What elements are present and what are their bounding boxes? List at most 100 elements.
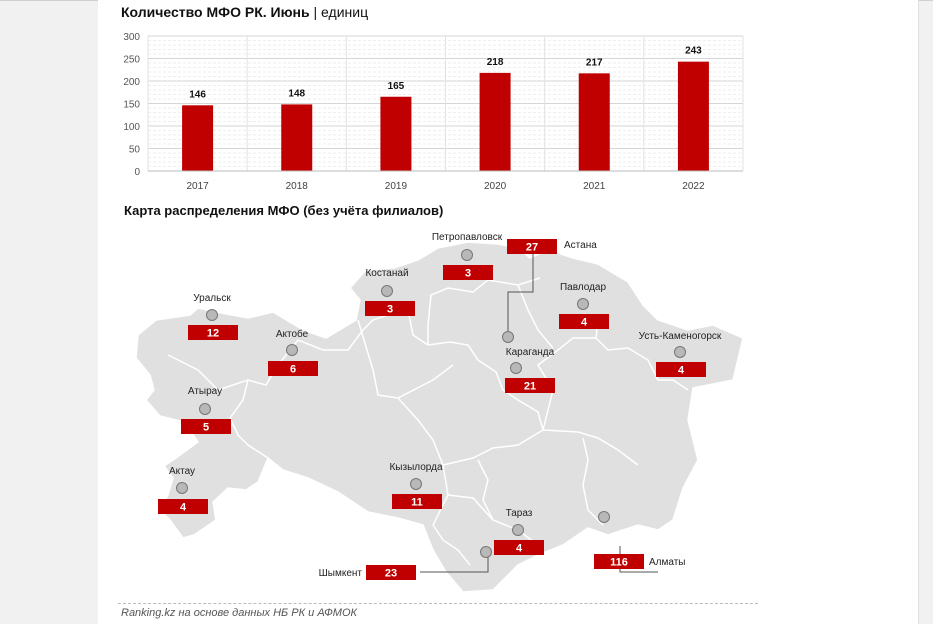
bar-chart: 0 50 100 150 200 250 300 146 2017 148 2018 165 2019 2… — [123, 32, 744, 192]
city-marker-6: Астана 27 — [507, 239, 597, 254]
city-dot — [510, 362, 522, 374]
count-label: 4 — [516, 543, 523, 555]
city-name: Актобе — [276, 328, 309, 340]
city-marker-0: Уральск 12 — [188, 293, 238, 340]
city-name: Павлодар — [560, 282, 607, 293]
count-box — [507, 239, 557, 254]
bar-2020 — [479, 72, 511, 171]
count-box — [181, 419, 231, 434]
city-marker-13: Алматы 116 — [594, 511, 686, 569]
y-tick-label: 250 — [123, 55, 140, 66]
city-name: Астана — [564, 240, 597, 251]
count-label: 23 — [385, 568, 397, 580]
bar-2022 — [677, 61, 709, 171]
map-title: Карта распределения МФО (без учёта филиа… — [124, 203, 444, 218]
count-box — [158, 499, 208, 514]
x-tick-label: 2018 — [286, 181, 309, 192]
x-tick-label: 2019 — [385, 181, 408, 192]
count-label: 12 — [207, 328, 219, 340]
data-label: 146 — [189, 89, 206, 100]
city-name: Тараз — [506, 508, 533, 519]
count-box — [656, 362, 706, 377]
data-label: 218 — [487, 57, 504, 68]
city-marker-9: Караганда 21 — [505, 347, 555, 393]
city-name: Караганда — [506, 347, 555, 358]
count-label: 11 — [411, 497, 423, 509]
city-marker-3: Актау 4 — [158, 466, 208, 514]
source-divider — [118, 603, 758, 604]
city-dot — [176, 482, 188, 494]
city-dot — [598, 511, 610, 523]
count-box — [494, 540, 544, 555]
city-dot — [206, 309, 218, 321]
city-dot — [674, 346, 686, 358]
data-label: 243 — [685, 46, 702, 57]
count-box — [392, 494, 442, 509]
y-tick-label: 50 — [129, 145, 141, 156]
chart-title-unit: единиц — [321, 4, 369, 20]
count-label: 4 — [180, 502, 187, 514]
count-label: 4 — [581, 317, 588, 329]
count-label: 3 — [387, 304, 393, 316]
chart-title-text: Количество МФО РК. Июнь — [121, 4, 310, 20]
city-marker-8: Усть-Каменогорск 4 — [639, 331, 722, 377]
city-name: Актау — [169, 466, 195, 477]
bar-2021 — [578, 73, 610, 171]
city-dot — [577, 298, 589, 310]
y-tick-label: 0 — [134, 167, 140, 178]
city-marker-1: Актобе 6 — [268, 328, 318, 376]
bar-2017 — [182, 105, 214, 171]
city-dot — [199, 403, 211, 415]
count-label: 5 — [203, 422, 209, 434]
y-tick-label: 150 — [123, 100, 140, 111]
city-dot — [286, 344, 298, 356]
count-box — [188, 325, 238, 340]
city-name: Атырау — [188, 386, 222, 397]
count-box — [366, 565, 416, 580]
city-marker-2: Атырау 5 — [181, 386, 231, 434]
y-tick-label: 300 — [123, 32, 140, 43]
count-label: 21 — [524, 381, 536, 393]
bar-2019 — [380, 96, 412, 171]
city-marker-11: Тараз 4 — [494, 508, 544, 555]
x-tick-label: 2020 — [484, 181, 507, 192]
city-name: Уральск — [193, 293, 231, 304]
city-name: Кызылорда — [389, 462, 442, 473]
x-tick-label: 2017 — [186, 181, 209, 192]
city-name: Усть-Каменогорск — [639, 331, 722, 342]
count-box — [443, 265, 493, 280]
city-dot — [512, 524, 524, 536]
count-label: 27 — [526, 242, 538, 254]
chart-title-separator: | — [313, 4, 318, 20]
data-label: 165 — [388, 81, 405, 92]
count-label: 6 — [290, 364, 296, 376]
count-label: 4 — [678, 365, 685, 377]
city-marker-7: Павлодар 4 — [559, 282, 609, 329]
city-dot — [381, 285, 393, 297]
count-box — [365, 301, 415, 316]
count-box — [505, 378, 555, 393]
x-tick-label: 2021 — [583, 181, 606, 192]
count-label: 116 — [610, 557, 628, 569]
count-box — [594, 554, 644, 569]
city-name: Алматы — [649, 557, 686, 568]
data-label: 148 — [288, 88, 305, 99]
city-dot — [461, 249, 473, 261]
city-dot — [480, 546, 492, 558]
city-marker-10: Кызылорда 11 — [389, 462, 443, 509]
city-name: Петропавловск — [432, 232, 503, 243]
city-marker-4: Костанай 3 — [365, 268, 415, 316]
city-dot — [410, 478, 422, 490]
city-dot — [502, 331, 514, 343]
count-box — [559, 314, 609, 329]
source-note: Ranking.kz на основе данных НБ РК и АФМО… — [121, 607, 357, 619]
bar-2018 — [281, 104, 313, 171]
data-label: 217 — [586, 57, 603, 68]
y-tick-label: 200 — [123, 77, 140, 88]
city-marker-5: Петропавловск 3 — [432, 232, 503, 280]
chart-title: Количество МФО РК. Июнь | единиц — [121, 4, 368, 20]
city-name: Костанай — [365, 268, 408, 279]
count-label: 3 — [465, 268, 471, 280]
